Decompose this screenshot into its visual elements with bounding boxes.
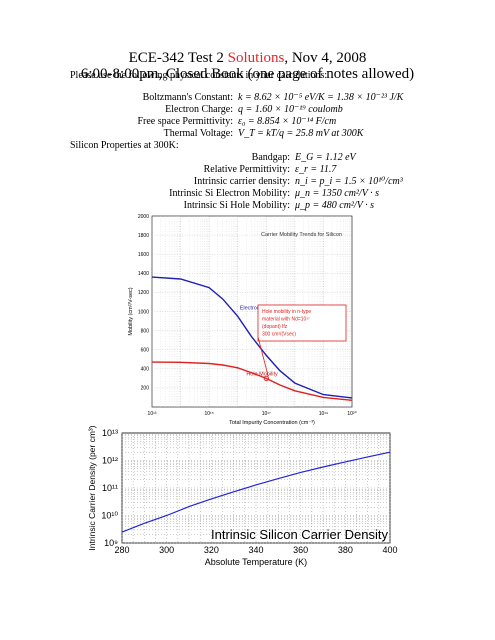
mobility-chart: 200 400 600 800 1000 1200 1400 1600 1800 2000 10¹³…: [128, 214, 357, 426]
silicon-value: E_G = 1.12 eV: [295, 152, 356, 163]
constant-value: k = 8.62 × 10⁻⁵ eV/K = 1.38 × 10⁻²³ J/K: [238, 92, 404, 103]
x-tick-label: 320: [204, 545, 219, 555]
y-tick-label: 800: [141, 328, 150, 334]
x-tick-label: 280: [114, 545, 129, 555]
x-tick-label: 10¹³: [148, 411, 157, 417]
intro-text: Please use the following physical consta…: [70, 70, 328, 81]
data-marker: [263, 375, 269, 381]
annotation-pointer: [257, 336, 269, 377]
y-tick-label: 1400: [138, 271, 149, 277]
silicon-value: ε_r = 11.7: [295, 164, 337, 175]
silicon-label: Relative Permittivity:: [203, 164, 290, 175]
y-tick-label: 10¹³: [102, 428, 118, 438]
x-axis-label: Absolute Temperature (K): [205, 557, 307, 567]
x-tick-label: 400: [382, 545, 397, 555]
x-tick-label: 340: [248, 545, 263, 555]
silicon-value: μ_p = 480 cm²/V · s: [295, 200, 375, 211]
series-label-hole: Hole Mobility: [246, 371, 278, 377]
x-tick-label: 300: [159, 545, 174, 555]
page-subtitle: 6:00-8:00pm, Closed Book (one page of no…: [80, 66, 415, 82]
constant-value: ε₀ = 8.854 × 10⁻¹⁴ F/cm: [238, 116, 337, 127]
silicon-label: Intrinsic carrier density:: [193, 176, 290, 187]
silicon-label: Bandgap:: [251, 152, 290, 163]
y-tick-label: 400: [141, 367, 150, 373]
y-tick-label: 200: [141, 386, 150, 392]
x-tick-label: 10¹⁵: [204, 411, 213, 417]
title-suffix: , Nov 4, 2008: [284, 50, 367, 66]
annotation-text: material with Nd=10¹⁷: [262, 317, 310, 323]
y-tick-label: 10¹²: [102, 456, 118, 466]
y-axis-label: Mobility (cm²/V-sec): [128, 287, 134, 335]
annotation-box: [257, 304, 347, 342]
constant-value: V_T = kT/q = 25.8 mV at 300K: [238, 128, 364, 139]
chart-title: Carrier Mobility Trends for Silicon: [261, 232, 342, 238]
x-tick-label: 10¹⁹: [319, 411, 328, 417]
chart-title: Intrinsic Silicon Carrier Density: [211, 527, 388, 542]
y-tick-label: 1800: [138, 233, 149, 239]
silicon-heading: Silicon Properties at 300K:: [70, 140, 179, 151]
x-axis-label: Total Impurity Concentration (cm⁻³): [229, 420, 315, 426]
series-line: [121, 451, 391, 533]
y-axis-label: Intrinsic Carrier Density (per cm³): [87, 425, 97, 550]
annotation-text: 300 cm²/(Vsec): [262, 332, 296, 338]
y-tick-label: 1600: [138, 252, 149, 258]
y-tick-label: 2000: [138, 214, 149, 220]
y-tick-label: 1200: [138, 290, 149, 296]
x-tick-label: 380: [338, 545, 353, 555]
title-prefix: ECE-342 Test 2: [128, 50, 228, 66]
annotation-text: (dopant) Ifz: [262, 324, 288, 330]
y-tick-label: 10¹⁰: [101, 511, 118, 521]
constant-label: Boltzmann's Constant:: [142, 92, 233, 103]
constant-label: Electron Charge:: [165, 104, 233, 115]
silicon-label: Intrinsic Si Hole Mobility:: [183, 200, 290, 211]
silicon-label: Intrinsic Si Electron Mobility:: [169, 188, 290, 199]
annotation-text: Hole mobility in n-type: [262, 309, 311, 315]
constant-label: Thermal Voltage:: [163, 128, 233, 139]
y-tick-label: 600: [141, 348, 150, 354]
x-tick-label: 360: [293, 545, 308, 555]
page-title: ECE-342 Test 2 Solutions, Nov 4, 2008: [0, 50, 495, 67]
y-tick-label: 1000: [138, 309, 149, 315]
constant-label: Free space Permittivity:: [137, 116, 233, 127]
title-solutions: Solutions: [227, 50, 285, 66]
x-tick-label: 10²⁰: [347, 411, 356, 417]
series-line: [151, 276, 353, 399]
y-tick-label: 10⁹: [104, 538, 118, 548]
series-line: [151, 361, 353, 401]
silicon-value: μ_n = 1350 cm²/V · s: [295, 188, 380, 199]
silicon-value: n_i = p_i = 1.5 × 10¹⁰/cm³: [295, 176, 403, 187]
carrier-density-chart: 280 300 320 340 360 380 400 10⁹ 10¹⁰ 10¹¹ 10¹² 10¹³…: [87, 425, 398, 567]
x-tick-label: 10¹⁷: [262, 411, 271, 417]
constant-value: q = 1.60 × 10⁻¹⁹ coulomb: [238, 104, 343, 115]
y-tick-label: 10¹¹: [102, 483, 118, 493]
